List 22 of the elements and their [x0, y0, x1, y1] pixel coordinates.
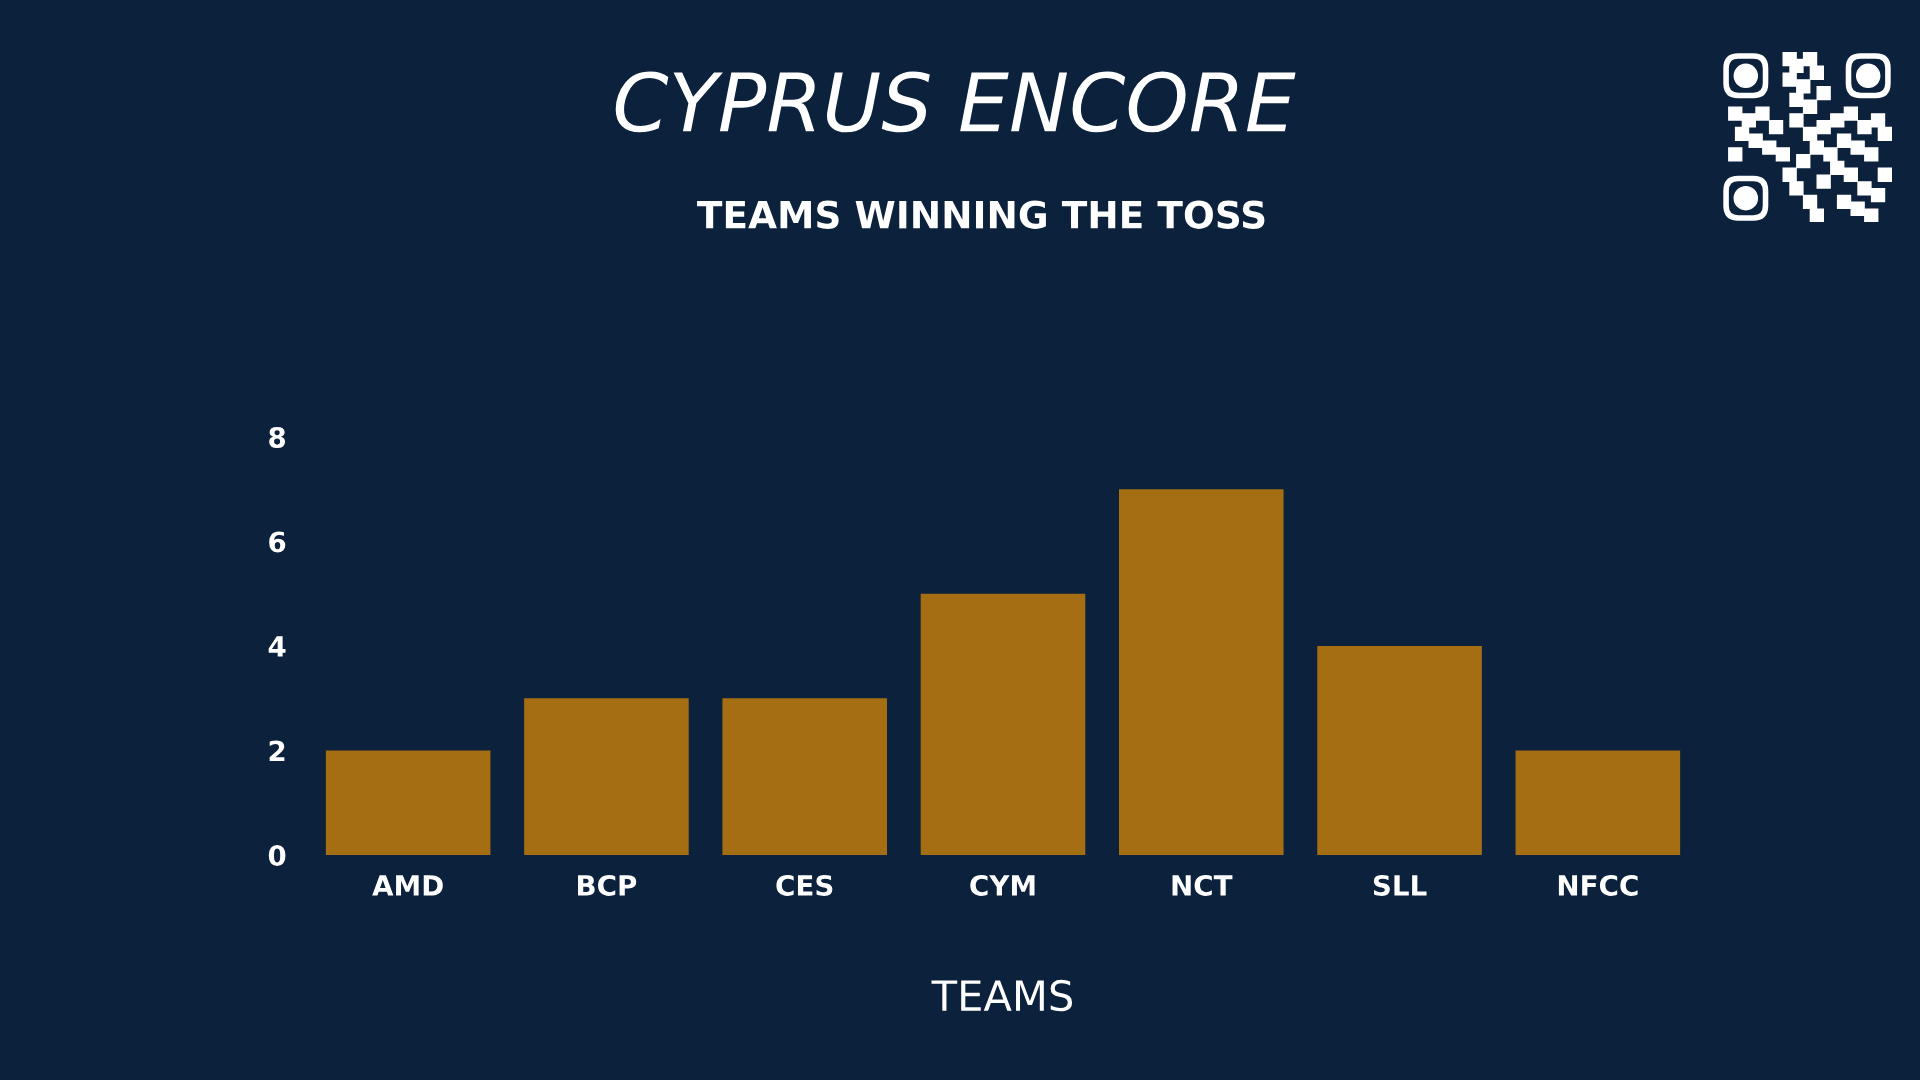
x-tick-label: AMD [372, 875, 443, 896]
y-tick-label: 4 [268, 636, 286, 657]
bar [722, 698, 887, 855]
x-tick-label: NCT [1172, 874, 1233, 896]
x-tick-label: SLL [1373, 874, 1427, 896]
y-tick-label: 0 [268, 844, 286, 866]
bar [524, 698, 689, 855]
bar [1119, 489, 1284, 855]
y-tick-label: 2 [269, 740, 285, 762]
x-tick-label: NFCC [1558, 874, 1638, 896]
x-axis-title: TEAMS [931, 979, 1073, 1012]
bar [1317, 646, 1482, 855]
x-tick-label: CES [776, 874, 833, 896]
x-tick-label: CYM [970, 874, 1035, 896]
y-tick-label: 6 [269, 531, 286, 553]
bar [1515, 750, 1681, 855]
bar [920, 593, 1086, 855]
x-tick-label: BCP [578, 874, 637, 896]
y-tick-label: 8 [269, 426, 286, 448]
bar [325, 750, 491, 855]
chart-subtitle: TEAMS WINNING THE TOSS [697, 200, 1265, 229]
chart-title: CYPRUS ENCORE [615, 71, 1296, 133]
